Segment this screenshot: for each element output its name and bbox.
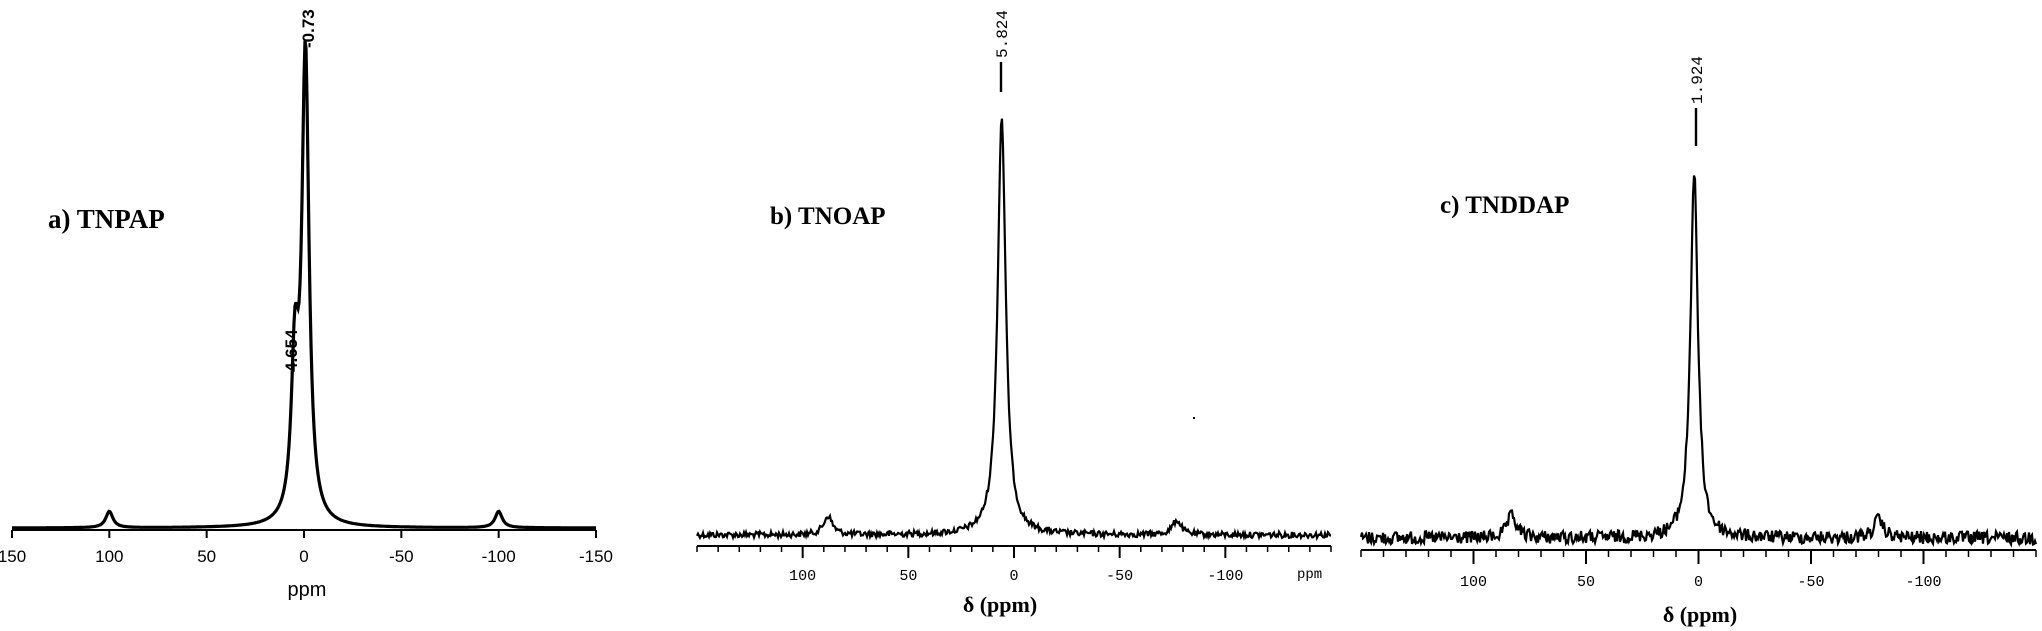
panel-a-spectrum-line bbox=[12, 40, 596, 530]
panel-c: c) TNDDAP 100 50 0 -50 -100 δ (ppm) 1.924 bbox=[1359, 56, 2038, 627]
panel-b: b) TNOAP 100 50 0 -50 -100 ppm δ (ppm) 5.824 bbox=[696, 10, 1332, 617]
panel-b-spectrum-line bbox=[696, 118, 1332, 542]
panel-c-xlabel: δ (ppm) bbox=[1663, 602, 1737, 627]
panel-a-peak-label-secondary: 4.654 bbox=[282, 329, 301, 372]
tick-label: -50 bbox=[389, 547, 414, 566]
tick-label: -150 bbox=[579, 547, 613, 566]
tick-label: 0 bbox=[1009, 568, 1018, 585]
tick-label: 150 bbox=[0, 547, 26, 566]
tick-label: -50 bbox=[1106, 568, 1133, 585]
tick-label: -100 bbox=[482, 547, 516, 566]
tick-label: 50 bbox=[1577, 574, 1595, 591]
panel-a-peak-label-main: -0.73 bbox=[299, 9, 318, 48]
panel-c-ticks: 100 50 0 -50 -100 bbox=[1360, 550, 2037, 591]
panel-a-xlabel: ppm bbox=[288, 579, 327, 601]
panel-b-dot bbox=[1193, 417, 1195, 419]
tick-label: 0 bbox=[1694, 574, 1703, 591]
tick-label: 0 bbox=[299, 547, 308, 566]
panel-a-ticks: 150 100 50 0 -50 -100 -150 bbox=[0, 530, 613, 566]
panel-b-axis-unit: ppm bbox=[1297, 567, 1322, 583]
panel-b-title: b) TNOAP bbox=[770, 203, 886, 230]
tick-label: 100 bbox=[789, 568, 816, 585]
tick-label: -100 bbox=[1905, 574, 1941, 591]
tick-label: -50 bbox=[1797, 574, 1824, 591]
panel-c-peak-label: 1.924 bbox=[1689, 56, 1707, 104]
tick-label: 50 bbox=[197, 547, 216, 566]
panel-b-peak-label: 5.824 bbox=[994, 10, 1012, 58]
panel-a: a) TNPAP 150 100 50 0 -50 -100 -150 ppm -0.73 … bbox=[0, 9, 613, 601]
panel-a-title: a) TNPAP bbox=[48, 204, 165, 234]
panel-c-title: c) TNDDAP bbox=[1440, 192, 1569, 219]
tick-label: -100 bbox=[1207, 568, 1243, 585]
tick-label: 100 bbox=[95, 547, 123, 566]
tick-label: 100 bbox=[1460, 574, 1487, 591]
panel-b-xlabel: δ (ppm) bbox=[963, 592, 1037, 617]
panel-c-spectrum-line bbox=[1359, 175, 2038, 548]
tick-label: 50 bbox=[899, 568, 917, 585]
panel-b-ticks: 100 50 0 -50 -100 bbox=[696, 546, 1332, 585]
